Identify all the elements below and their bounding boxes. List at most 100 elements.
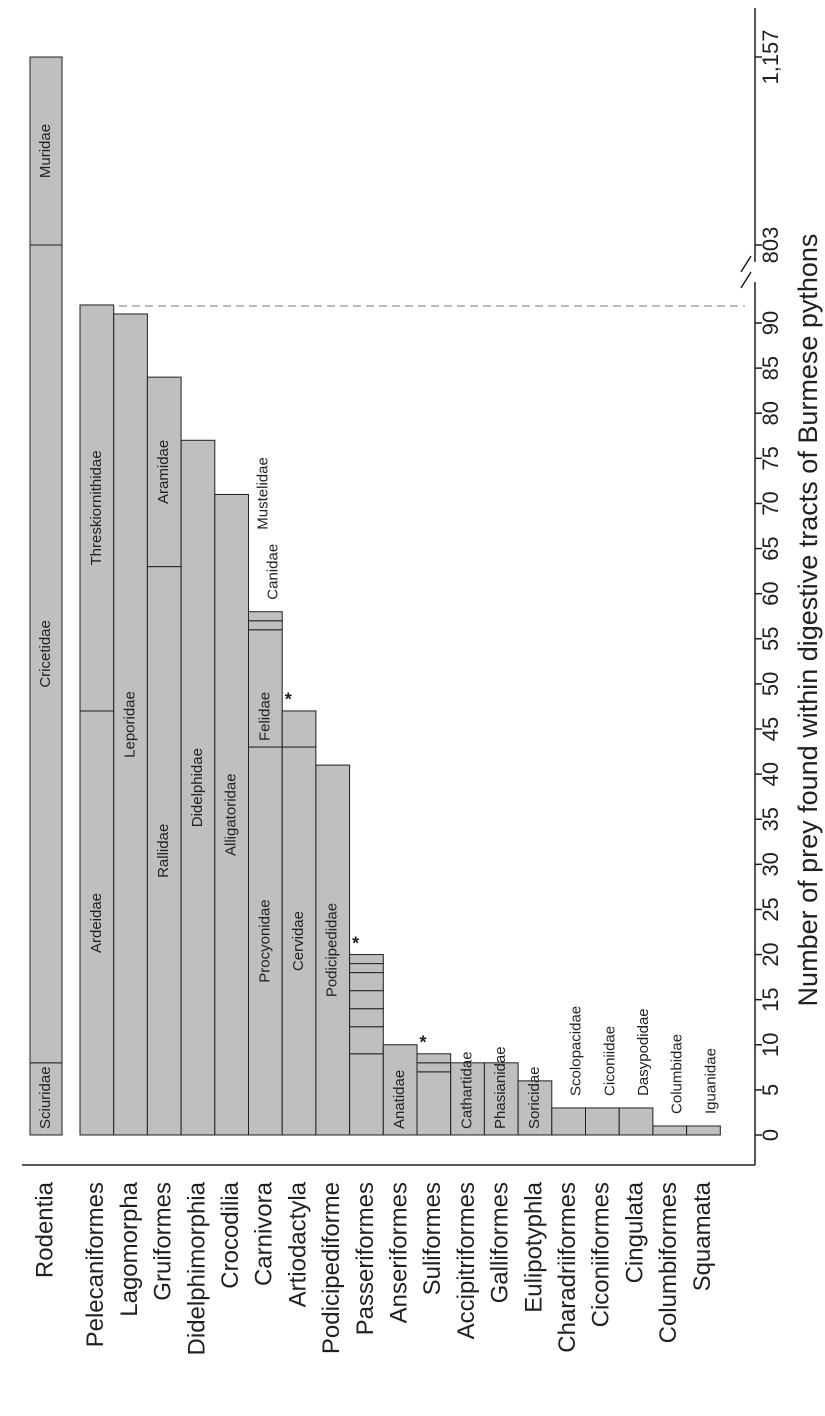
category-label: Columbiformes — [655, 1182, 682, 1343]
tick-label: 40 — [758, 762, 783, 786]
category-label: Crocodilia — [217, 1181, 244, 1288]
tick-label: 85 — [758, 356, 783, 380]
bar-segment — [416, 1053, 452, 1064]
segment-label: Dasypodidae — [635, 1008, 652, 1096]
segment-label: Ciconiidae — [601, 1026, 618, 1096]
tick-label: 70 — [758, 491, 783, 515]
bar-segment — [29, 1062, 63, 1136]
tick-label: 65 — [758, 536, 783, 560]
bar-segment — [416, 1071, 452, 1136]
segment-label: Leporidae — [122, 691, 139, 758]
bar-segment — [146, 376, 182, 568]
bar-segment — [618, 1107, 654, 1136]
segment-label: Anatidae — [391, 1070, 408, 1129]
category-label: Artiodactyla — [284, 1181, 311, 1307]
tick-label: 60 — [758, 581, 783, 605]
bar-segment — [248, 620, 283, 631]
segment-label: Mustelidae — [254, 457, 271, 530]
segment-label: Threskiornithidae — [88, 450, 105, 565]
tick-label: 15 — [758, 987, 783, 1011]
bar-segment — [551, 1107, 586, 1136]
segment-label: Canidae — [264, 544, 281, 600]
segment-label: Alligatoridae — [223, 773, 240, 856]
bar-segment — [349, 1008, 384, 1028]
segment-label: Scolopacidae — [568, 1006, 585, 1096]
segment-label: Didelphidae — [189, 748, 206, 827]
category-label: Charadriiformes — [554, 1182, 581, 1353]
tick-label: 75 — [758, 446, 783, 470]
tick-label: 90 — [758, 311, 783, 335]
bar-segment — [79, 710, 115, 1136]
axis-break — [740, 255, 752, 273]
segment-label: Muridae — [37, 124, 54, 178]
segment-label: Cricetidae — [37, 620, 54, 688]
segment-label: Columbidae — [669, 1034, 686, 1114]
bar-segment — [180, 439, 216, 1136]
bar-segment — [113, 313, 148, 1136]
category-label: Eulipotyphla — [520, 1181, 547, 1312]
bar-segment — [585, 1107, 620, 1136]
tick-label: 10 — [758, 1033, 783, 1057]
category-label: Squamata — [689, 1181, 716, 1291]
bar-segment — [349, 972, 384, 992]
segment-label: Cathartidae — [459, 1051, 476, 1129]
bar-segment — [517, 1080, 553, 1136]
axis-title: Number of prey found within digestive tr… — [793, 234, 823, 1007]
bar-segment — [349, 1026, 384, 1055]
segment-label: Iguanidae — [702, 1048, 719, 1114]
bar-segment — [349, 990, 384, 1010]
segment-label: Ardeidae — [88, 893, 105, 953]
bar-segment — [29, 56, 63, 246]
tick-label: 50 — [758, 672, 783, 696]
bar-segment — [450, 1062, 485, 1136]
tick-label: 0 — [758, 1129, 783, 1141]
bar-segment — [29, 244, 63, 1064]
segment-label: Phasianidae — [492, 1046, 509, 1129]
category-label: Didelphimorphia — [183, 1181, 210, 1355]
bar-segment — [349, 954, 384, 965]
bar-segment — [416, 1062, 452, 1073]
bar-segment — [248, 611, 283, 622]
bar-segment — [349, 963, 384, 974]
segment-label: Rallidae — [155, 824, 172, 878]
tick-label: 803 — [758, 227, 783, 264]
bar-segment — [281, 746, 317, 1136]
tick-label: 45 — [758, 717, 783, 741]
segment-label: Aramidae — [155, 440, 172, 504]
category-label: Ciconiiformes — [588, 1182, 615, 1327]
tick-label: 30 — [758, 852, 783, 876]
bar-segment — [349, 1053, 384, 1136]
category-label: Suliformes — [419, 1182, 446, 1295]
segment-label: Cervidae — [290, 911, 307, 971]
tick-label: 35 — [758, 807, 783, 831]
bar-segment — [483, 1062, 519, 1136]
category-label: Galliformes — [487, 1182, 514, 1303]
category-label: Gruiformes — [150, 1182, 177, 1301]
segment-label: Podicipedidae — [324, 903, 341, 997]
segment-label: Soricidae — [526, 1066, 543, 1129]
category-label: Podicipediforme — [318, 1182, 345, 1354]
category-label: Carnivora — [251, 1181, 278, 1286]
tick-label: 55 — [758, 627, 783, 651]
bar-segment — [214, 493, 250, 1136]
tick-label: 25 — [758, 897, 783, 921]
tick-label: 1,157 — [758, 29, 783, 84]
category-label: Rodentia — [31, 1181, 58, 1278]
category-label: Lagomorpha — [116, 1181, 143, 1316]
bar-segment — [315, 764, 351, 1136]
bar-segment — [281, 710, 317, 748]
segment-label: Procyonidae — [256, 899, 273, 982]
segment-marker: * — [285, 690, 292, 710]
bar-segment — [248, 746, 283, 1136]
segment-label: Felidae — [256, 692, 273, 741]
bar-segment — [146, 566, 182, 1136]
bar-segment — [686, 1125, 721, 1136]
bar-segment — [652, 1125, 688, 1136]
segment-label: Sciuridae — [37, 1066, 54, 1129]
segment-marker: * — [419, 1033, 426, 1053]
bar-segment — [79, 304, 115, 712]
tick-label: 5 — [758, 1084, 783, 1096]
category-label: Accipitriformes — [453, 1182, 480, 1339]
segment-marker: * — [352, 933, 359, 953]
